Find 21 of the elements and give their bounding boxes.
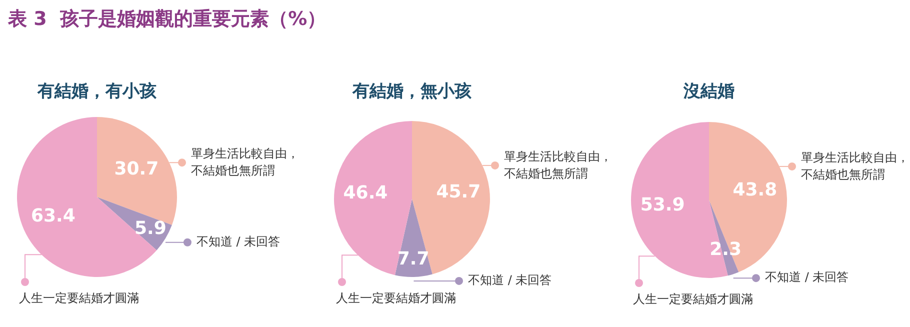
- slice-label: 人生一定要結婚才圓滿: [336, 291, 456, 306]
- slice-label: 人生一定要結婚才圓滿: [633, 292, 753, 306]
- data-label: 63.4: [30, 205, 76, 226]
- slice-label: 人生一定要結婚才圓滿: [19, 291, 139, 306]
- legend-label: 不知道 / 未回答: [765, 270, 849, 284]
- data-label: 43.8: [732, 180, 778, 201]
- chart-title: 沒結婚: [682, 81, 734, 102]
- data-label: 46.4: [343, 182, 388, 204]
- legend-label: 不知道 / 未回答: [468, 273, 552, 288]
- data-label: 45.7: [436, 182, 481, 202]
- data-label: 30.7: [114, 158, 159, 180]
- data-label: 5.9: [134, 218, 166, 239]
- legend-label: 單身生活比較自由，不結婚也無所謂: [191, 146, 299, 178]
- chart-title: 有結婚，有小孩: [36, 81, 158, 102]
- text: 表 3 孩子是婚姻觀的重要元素（%）: [8, 7, 326, 32]
- data-label: 7.7: [397, 248, 430, 270]
- data-label: 53.9: [640, 194, 685, 216]
- chart-title: 有結婚，無小孩: [352, 81, 472, 102]
- legend-label: 單身生活比較自由，不結婚也無所謂: [504, 150, 612, 181]
- legend-label: 單身生活比較自由，不結婚也無所謂: [801, 150, 909, 182]
- legend-label: 不知道 / 未回答: [196, 234, 280, 248]
